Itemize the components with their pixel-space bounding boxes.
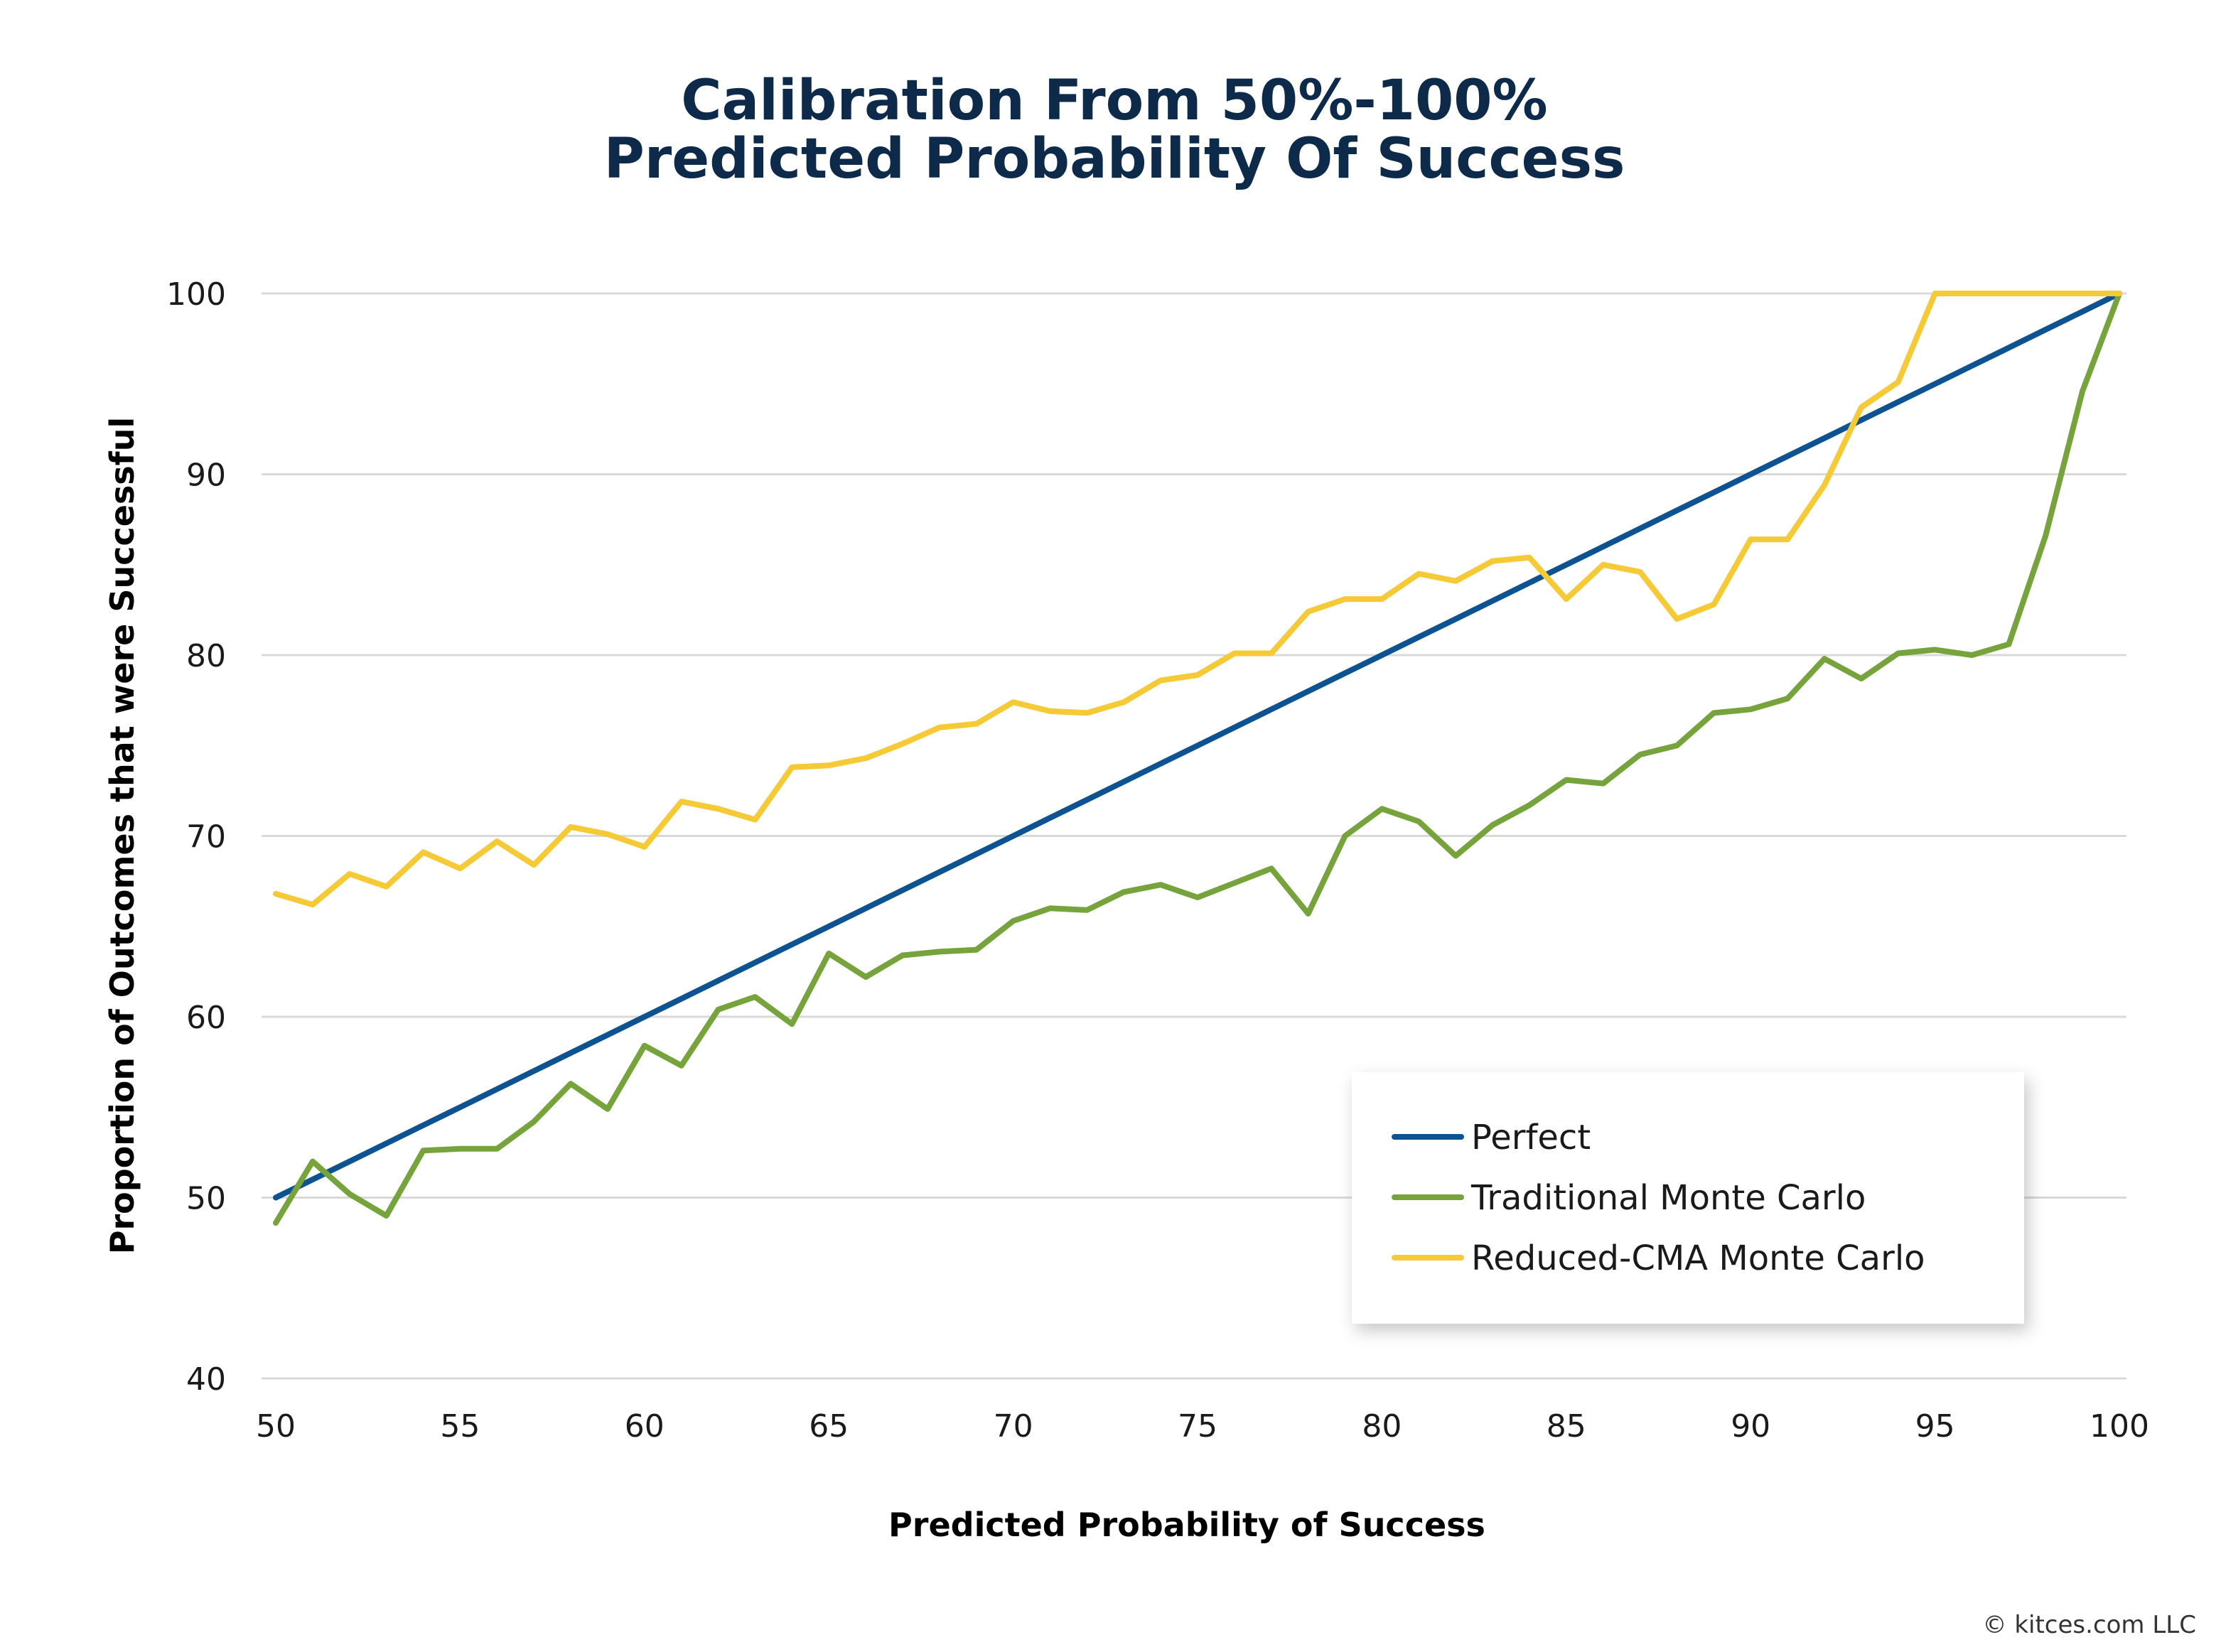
x-tick-label-50: 50: [256, 1408, 296, 1445]
x-tick-label-90: 90: [1731, 1408, 1770, 1445]
x-axis-label: Predicted Probability of Success: [888, 1506, 1485, 1544]
y-tick-labels: 40 50 60 70 80 90 100: [166, 276, 226, 1398]
series-lines: [273, 291, 2122, 1226]
x-tick-label-75: 75: [1178, 1408, 1217, 1445]
y-tick-label-50: 50: [186, 1181, 226, 1217]
x-tick-label-60: 60: [625, 1408, 665, 1445]
y-tick-label-60: 60: [186, 1000, 226, 1036]
series-line-perfect: [273, 291, 2122, 1201]
legend: Perfect Traditional Monte Carlo Reduced-CM…: [1352, 1072, 2024, 1324]
x-tick-label-65: 65: [809, 1408, 849, 1445]
x-tick-label-85: 85: [1547, 1408, 1586, 1445]
gridlines: [262, 292, 2126, 1380]
x-tick-labels: 50 55 60 65 70 75 80 85 90 95 100: [256, 1408, 2149, 1445]
y-axis-label: Proportion of Outcomes that were Success…: [103, 417, 141, 1254]
series-line-traditional-monte-carlo: [273, 291, 2122, 1226]
legend-label-perfect: Perfect: [1471, 1118, 1591, 1157]
x-tick-label-95: 95: [1915, 1408, 1955, 1445]
copyright-text: © kitces.com LLC: [1983, 1611, 2196, 1639]
legend-label-traditional-monte-carlo: Traditional Monte Carlo: [1470, 1178, 1866, 1218]
y-tick-label-40: 40: [186, 1361, 226, 1398]
series-line-reduced-cma-monte-carlo: [273, 291, 2122, 908]
chart-title-line1: Calibration From 50%-100%: [681, 69, 1547, 133]
x-tick-label-100: 100: [2090, 1408, 2149, 1445]
y-tick-label-100: 100: [166, 276, 226, 313]
y-tick-label-70: 70: [186, 819, 226, 855]
chart-title-line2: Predicted Probability Of Success: [604, 127, 1625, 191]
legend-label-reduced-cma-monte-carlo: Reduced-CMA Monte Carlo: [1471, 1238, 1925, 1278]
x-tick-label-55: 55: [440, 1408, 480, 1445]
y-tick-label-90: 90: [186, 458, 226, 494]
x-tick-label-70: 70: [994, 1408, 1033, 1445]
y-tick-label-80: 80: [186, 638, 226, 674]
x-tick-label-80: 80: [1362, 1408, 1402, 1445]
legend-items: Perfect Traditional Monte Carlo Reduced-CM…: [1392, 1118, 1925, 1278]
